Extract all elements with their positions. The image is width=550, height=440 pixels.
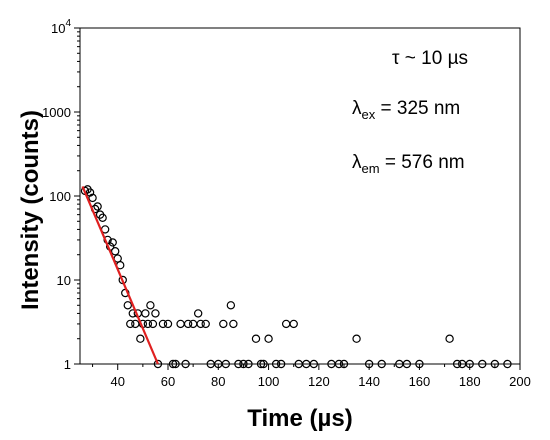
- lambda-ex-annotation: λex = 325 nm: [352, 98, 460, 122]
- data-point: [126, 319, 135, 329]
- data-point: [234, 359, 243, 369]
- data-point: [85, 188, 95, 197]
- x-tick-label: 120: [308, 374, 330, 389]
- data-point: [229, 319, 238, 329]
- data-point: [188, 319, 198, 329]
- data-point: [196, 319, 205, 329]
- data-point: [364, 359, 374, 369]
- data-point: [171, 359, 180, 369]
- data-point: [98, 213, 107, 223]
- x-tick-label: 60: [161, 374, 175, 389]
- data-point: [352, 334, 361, 343]
- data-point: [219, 319, 228, 329]
- data-point: [163, 319, 173, 329]
- data-points: [80, 185, 512, 369]
- data-point: [264, 334, 273, 343]
- data-point: [478, 359, 487, 369]
- x-tick-label: 160: [409, 374, 431, 389]
- data-point: [88, 193, 97, 203]
- x-tick-label: 200: [509, 374, 531, 389]
- x-tick-label: 80: [211, 374, 225, 389]
- axes-group: 40 60 80 100 120 140 160 180 200 1 10 100 1000 104: [42, 18, 531, 389]
- data-point: [289, 319, 298, 329]
- data-point: [110, 247, 120, 256]
- data-point: [259, 359, 268, 369]
- tau-annotation: τ ~ 10 µs: [392, 48, 468, 69]
- data-point: [239, 359, 248, 369]
- x-axis-title: Time (µs): [247, 405, 352, 432]
- plot-frame: [79, 27, 521, 365]
- lambda-ex-sub: ex: [362, 107, 376, 122]
- data-point: [93, 202, 102, 211]
- y-tick-label: 104: [51, 18, 71, 36]
- data-point: [183, 319, 193, 329]
- data-point: [148, 319, 158, 329]
- x-tick-label: 100: [258, 374, 280, 389]
- data-point: [465, 359, 474, 369]
- lambda-em-sub: em: [362, 161, 380, 176]
- y-axis-title: Intensity (counts): [17, 110, 44, 310]
- data-point: [158, 319, 168, 329]
- data-point: [176, 319, 185, 329]
- data-point: [256, 359, 266, 369]
- data-point: [271, 359, 281, 369]
- data-point: [136, 334, 145, 343]
- data-point: [201, 319, 210, 329]
- data-point: [123, 301, 132, 310]
- x-tick-label: 180: [459, 374, 481, 389]
- data-point: [168, 359, 178, 369]
- data-point: [415, 359, 424, 369]
- data-point: [193, 309, 203, 318]
- data-point: [108, 238, 117, 247]
- data-point: [309, 359, 319, 369]
- lambda-em-annotation: λem = 576 nm: [352, 152, 465, 176]
- data-point: [490, 359, 500, 369]
- data-point: [334, 359, 344, 369]
- data-point: [141, 309, 150, 318]
- data-point: [251, 334, 261, 343]
- data-point: [151, 309, 160, 318]
- data-point: [244, 359, 253, 369]
- lambda-ex-value: = 325 nm: [375, 98, 460, 119]
- data-point: [452, 359, 462, 369]
- fit-line: [81, 185, 159, 365]
- data-point: [143, 319, 153, 329]
- y-tick-label: 1: [64, 357, 71, 372]
- data-point: [131, 319, 140, 329]
- y-tick-label: 10: [57, 273, 71, 288]
- data-point: [377, 359, 386, 369]
- data-point: [445, 334, 454, 343]
- data-point: [402, 359, 412, 369]
- data-point: [226, 301, 236, 310]
- data-point: [339, 359, 349, 369]
- lambda-em-symbol: λ: [352, 152, 362, 173]
- data-point: [181, 359, 190, 369]
- data-point: [276, 359, 286, 369]
- data-point: [153, 359, 163, 369]
- data-point: [281, 319, 291, 329]
- fit-line-group: [81, 185, 159, 365]
- x-tick-label: 140: [358, 374, 380, 389]
- lambda-ex-symbol: λ: [352, 98, 362, 119]
- y-tick-label: 1000: [42, 105, 71, 120]
- data-point: [503, 359, 512, 369]
- data-point: [221, 359, 231, 369]
- lambda-em-value: = 576 nm: [380, 152, 465, 173]
- x-tick-label: 40: [110, 374, 124, 389]
- data-point: [146, 301, 155, 310]
- y-tick-label: 100: [49, 189, 71, 204]
